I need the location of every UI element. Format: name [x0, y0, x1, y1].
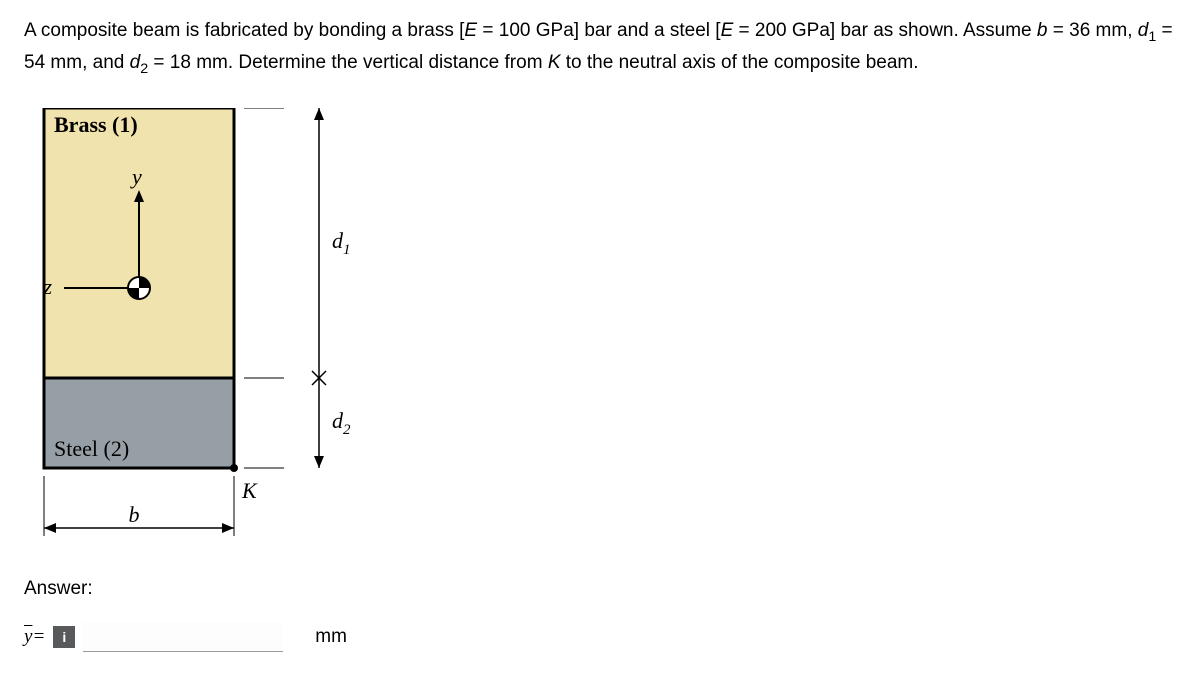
d2-label: d2 [332, 408, 351, 438]
K-label: K [241, 478, 258, 503]
b-arrow-left [44, 523, 56, 533]
answer-row: y = i mm [24, 622, 1178, 652]
point-K [230, 464, 238, 472]
text: to the neutral axis of the composite bea… [561, 52, 919, 73]
problem-statement: A composite beam is fabricated by bondin… [24, 16, 1178, 80]
ybar-var: y = [24, 626, 45, 648]
answer-heading: Answer: [24, 578, 1178, 600]
d1-label: d1 [332, 228, 351, 258]
answer-input[interactable] [83, 622, 283, 652]
text: = 100 GPa] bar and a steel [ [477, 20, 720, 41]
d2-arrow-bottom [314, 456, 324, 468]
text: = 200 GPa] bar as shown. Assume [733, 20, 1037, 41]
var-d1: d [1138, 20, 1149, 41]
text: A composite beam is fabricated by bondin… [24, 20, 464, 41]
answer-section: Answer: y = i mm [24, 578, 1178, 652]
b-arrow-right [222, 523, 234, 533]
figure: Brass (1) Steel (2) y z d1 d2 K [24, 108, 1178, 548]
beam-diagram: Brass (1) Steel (2) y z d1 d2 K [24, 108, 384, 548]
b-label: b [129, 502, 140, 527]
var-E: E [721, 20, 734, 41]
brass-label: Brass (1) [54, 112, 138, 137]
text: = 18 mm. Determine the vertical distance… [148, 52, 548, 73]
var-d2: d [130, 52, 141, 73]
var-b: b [1037, 20, 1048, 41]
z-label: z [42, 274, 52, 299]
info-icon[interactable]: i [53, 626, 75, 648]
sub: 2 [140, 61, 148, 77]
text: = 36 mm, [1047, 20, 1137, 41]
var-E: E [464, 20, 477, 41]
steel-label: Steel (2) [54, 436, 129, 461]
unit-label: mm [315, 626, 347, 648]
y-label: y [130, 164, 142, 189]
d1-arrow-top [314, 108, 324, 120]
var-K: K [548, 52, 561, 73]
